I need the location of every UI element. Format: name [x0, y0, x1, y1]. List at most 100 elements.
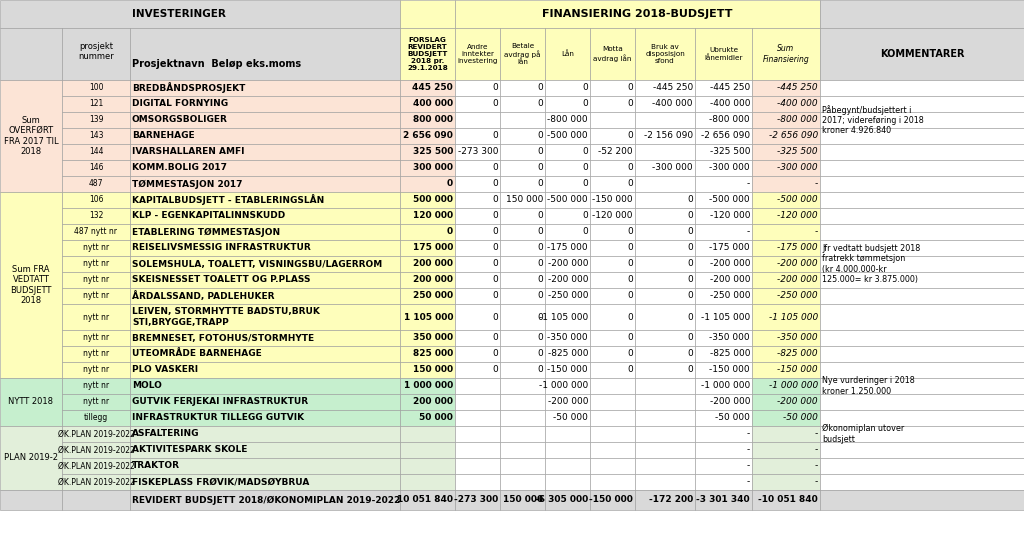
Text: -1 105 000: -1 105 000 — [700, 312, 750, 321]
Text: BREMNESET, FOTOHUS/STORMHYTE: BREMNESET, FOTOHUS/STORMHYTE — [132, 334, 314, 343]
Text: Sum
OVERFØRT
FRA 2017 TIL
2018: Sum OVERFØRT FRA 2017 TIL 2018 — [4, 116, 58, 156]
Bar — [455, 240, 500, 256]
Bar — [130, 346, 400, 362]
Text: Sum FRA
VEDTATT
BUDSJETT
2018: Sum FRA VEDTATT BUDSJETT 2018 — [10, 265, 51, 305]
Bar — [695, 176, 752, 192]
Text: 139: 139 — [89, 116, 103, 125]
Bar — [820, 176, 1024, 192]
Bar — [500, 160, 545, 176]
Text: 0: 0 — [687, 228, 693, 237]
Text: 0: 0 — [628, 292, 633, 301]
Bar — [455, 442, 500, 458]
Bar — [500, 490, 545, 510]
Text: 1 000 000: 1 000 000 — [403, 382, 453, 391]
Bar — [400, 256, 455, 272]
Text: SOLEMSHULA, TOALETT, VISNINGSBU/LAGERROM: SOLEMSHULA, TOALETT, VISNINGSBU/LAGERROM — [132, 260, 382, 269]
Text: nytt nr: nytt nr — [83, 312, 110, 321]
Bar — [455, 256, 500, 272]
Text: -825 000: -825 000 — [548, 350, 588, 359]
Bar — [130, 394, 400, 410]
Bar — [455, 176, 500, 192]
Bar — [455, 80, 500, 96]
Bar — [500, 96, 545, 112]
Text: 487: 487 — [89, 180, 103, 189]
Text: -52 200: -52 200 — [598, 148, 633, 157]
Bar — [400, 96, 455, 112]
Bar — [545, 96, 590, 112]
Bar — [820, 474, 1024, 490]
Bar — [500, 80, 545, 96]
Bar — [455, 28, 500, 80]
Text: 0: 0 — [493, 180, 498, 189]
Bar — [455, 144, 500, 160]
Text: TØMMESTASJON 2017: TØMMESTASJON 2017 — [132, 180, 243, 189]
Text: 120 000: 120 000 — [413, 212, 453, 221]
Text: -825 000: -825 000 — [710, 350, 750, 359]
Bar — [130, 288, 400, 304]
Bar — [590, 96, 635, 112]
Text: -: - — [815, 446, 818, 455]
Text: 0: 0 — [628, 84, 633, 93]
Text: -800 000: -800 000 — [710, 116, 750, 125]
Bar — [62, 442, 130, 458]
Text: ØK.PLAN 2019-2022: ØK.PLAN 2019-2022 — [57, 462, 134, 471]
Text: KOMMENTARER: KOMMENTARER — [880, 49, 965, 59]
Bar — [695, 256, 752, 272]
Bar — [500, 288, 545, 304]
Text: 0: 0 — [538, 312, 543, 321]
Bar — [500, 28, 545, 80]
Bar — [545, 144, 590, 160]
Text: 0: 0 — [446, 228, 453, 237]
Text: tillegg: tillegg — [84, 414, 109, 423]
Text: 250 000: 250 000 — [413, 292, 453, 301]
Bar — [695, 362, 752, 378]
Text: IVARSHALLAREN AMFI: IVARSHALLAREN AMFI — [132, 148, 245, 157]
Text: 132: 132 — [89, 212, 103, 221]
Text: -200 000: -200 000 — [710, 260, 750, 269]
Bar — [752, 112, 820, 128]
Text: Økonomiplan utover
budsjett: Økonomiplan utover budsjett — [822, 424, 904, 444]
Bar — [695, 208, 752, 224]
Bar — [752, 160, 820, 176]
Text: 0: 0 — [493, 350, 498, 359]
Bar — [545, 176, 590, 192]
Bar — [590, 304, 635, 330]
Bar — [0, 426, 62, 490]
Text: 200 000: 200 000 — [413, 260, 453, 269]
Bar — [590, 474, 635, 490]
Text: -200 000: -200 000 — [548, 398, 588, 407]
Text: -: - — [746, 180, 750, 189]
Bar — [635, 144, 695, 160]
Bar — [0, 80, 62, 192]
Text: -1 105 000: -1 105 000 — [769, 312, 818, 321]
Bar — [590, 256, 635, 272]
Text: 0: 0 — [687, 260, 693, 269]
Text: -150 000: -150 000 — [548, 366, 588, 375]
Bar — [545, 394, 590, 410]
Bar — [130, 490, 400, 510]
Bar — [62, 410, 130, 426]
Bar — [130, 224, 400, 240]
Text: -825 000: -825 000 — [777, 350, 818, 359]
Bar — [62, 224, 130, 240]
Text: 500 000: 500 000 — [413, 196, 453, 205]
Bar — [455, 346, 500, 362]
Bar — [500, 304, 545, 330]
Bar — [695, 378, 752, 394]
Text: -300 000: -300 000 — [652, 164, 693, 173]
Text: Finansiering: Finansiering — [763, 55, 809, 64]
Text: -445 250: -445 250 — [652, 84, 693, 93]
Text: -273 300: -273 300 — [458, 148, 498, 157]
Text: -: - — [746, 228, 750, 237]
Bar — [62, 378, 130, 394]
Bar — [635, 28, 695, 80]
Bar — [455, 490, 500, 510]
Text: Prosjektnavn  Beløp eks.moms: Prosjektnavn Beløp eks.moms — [132, 59, 301, 69]
Bar — [545, 128, 590, 144]
Text: 0: 0 — [538, 164, 543, 173]
Bar — [695, 160, 752, 176]
Bar — [545, 256, 590, 272]
Text: 0: 0 — [583, 212, 588, 221]
Text: -: - — [815, 228, 818, 237]
Text: -172 200: -172 200 — [649, 496, 693, 505]
